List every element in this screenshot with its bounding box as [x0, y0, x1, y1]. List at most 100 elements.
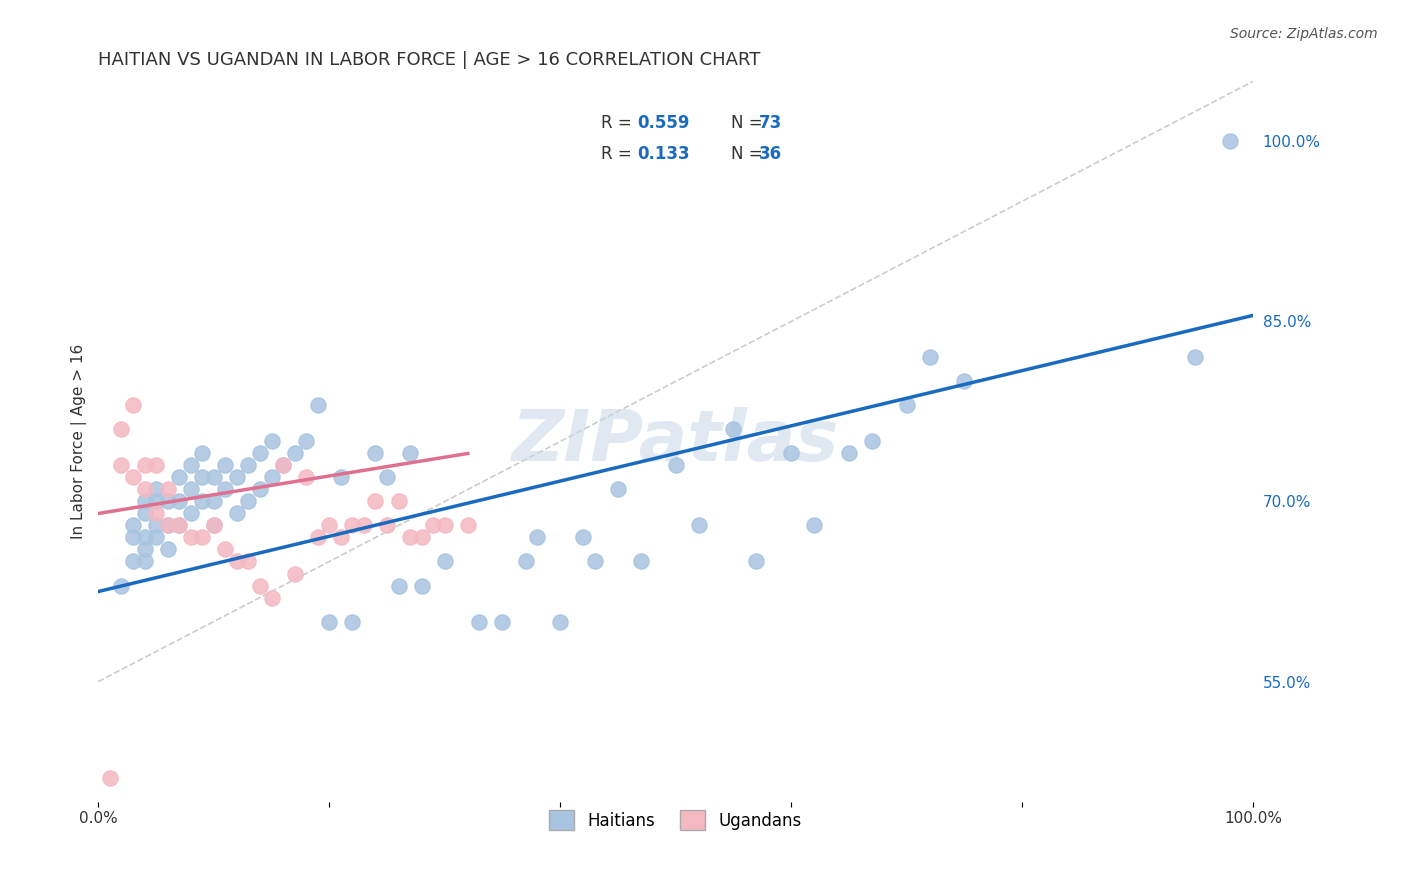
Point [491, 615, 513, 629]
Point [134, 458, 156, 473]
Point [318, 518, 340, 533]
Point [167, 494, 190, 508]
Point [1219, 134, 1241, 148]
Text: R =: R = [600, 114, 637, 132]
Point [214, 483, 236, 497]
Point [225, 554, 247, 568]
Point [238, 458, 260, 473]
Point [214, 458, 236, 473]
Text: Source: ZipAtlas.com: Source: ZipAtlas.com [1230, 27, 1378, 41]
Point [134, 554, 156, 568]
Point [167, 518, 190, 533]
Point [260, 434, 283, 449]
Point [572, 531, 595, 545]
Y-axis label: In Labor Force | Age > 16: In Labor Force | Age > 16 [72, 343, 87, 539]
Point [191, 531, 214, 545]
Point [202, 518, 225, 533]
Text: 0.133: 0.133 [637, 145, 690, 162]
Point [156, 542, 179, 557]
Point [526, 531, 548, 545]
Point [918, 351, 941, 365]
Point [122, 399, 145, 413]
Point [433, 518, 456, 533]
Point [780, 446, 803, 460]
Point [318, 615, 340, 629]
Point [803, 518, 825, 533]
Point [457, 518, 479, 533]
Point [134, 531, 156, 545]
Point [202, 494, 225, 508]
Point [134, 494, 156, 508]
Point [387, 494, 409, 508]
Point [191, 494, 214, 508]
Point [180, 507, 202, 521]
Point [342, 518, 364, 533]
Point [399, 446, 422, 460]
Point [422, 518, 444, 533]
Point [329, 531, 352, 545]
Point [225, 507, 247, 521]
Point [387, 578, 409, 592]
Point [156, 494, 179, 508]
Point [249, 578, 271, 592]
Point [260, 470, 283, 484]
Legend: Haitians, Ugandans: Haitians, Ugandans [536, 797, 815, 844]
Point [271, 458, 294, 473]
Point [665, 458, 688, 473]
Point [342, 615, 364, 629]
Point [284, 446, 307, 460]
Point [167, 470, 190, 484]
Point [145, 518, 167, 533]
Point [249, 446, 271, 460]
Point [307, 399, 329, 413]
Point [630, 554, 652, 568]
Point [134, 542, 156, 557]
Point [134, 483, 156, 497]
Point [688, 518, 710, 533]
Point [191, 446, 214, 460]
Point [122, 531, 145, 545]
Point [225, 470, 247, 484]
Text: 73: 73 [759, 114, 782, 132]
Point [364, 494, 387, 508]
Text: N =: N = [731, 114, 768, 132]
Point [110, 578, 132, 592]
Point [1184, 351, 1206, 365]
Point [202, 470, 225, 484]
Point [364, 446, 387, 460]
Point [180, 483, 202, 497]
Point [515, 554, 537, 568]
Point [548, 615, 571, 629]
Point [238, 554, 260, 568]
Point [284, 566, 307, 581]
Point [214, 542, 236, 557]
Point [411, 578, 433, 592]
Point [375, 518, 398, 533]
Point [238, 494, 260, 508]
Point [329, 470, 352, 484]
Text: HAITIAN VS UGANDAN IN LABOR FORCE | AGE > 16 CORRELATION CHART: HAITIAN VS UGANDAN IN LABOR FORCE | AGE … [98, 51, 761, 69]
Point [145, 483, 167, 497]
Text: 0.559: 0.559 [637, 114, 690, 132]
Point [838, 446, 860, 460]
Point [375, 470, 398, 484]
Point [156, 483, 179, 497]
Point [411, 531, 433, 545]
Point [896, 399, 918, 413]
Point [271, 458, 294, 473]
Point [307, 531, 329, 545]
Text: R =: R = [600, 145, 637, 162]
Point [468, 615, 491, 629]
Point [295, 470, 318, 484]
Point [122, 470, 145, 484]
Point [583, 554, 606, 568]
Point [145, 458, 167, 473]
Point [249, 483, 271, 497]
Point [145, 531, 167, 545]
Point [295, 434, 318, 449]
Point [180, 458, 202, 473]
Point [860, 434, 883, 449]
Text: 36: 36 [759, 145, 782, 162]
Point [180, 531, 202, 545]
Point [202, 518, 225, 533]
